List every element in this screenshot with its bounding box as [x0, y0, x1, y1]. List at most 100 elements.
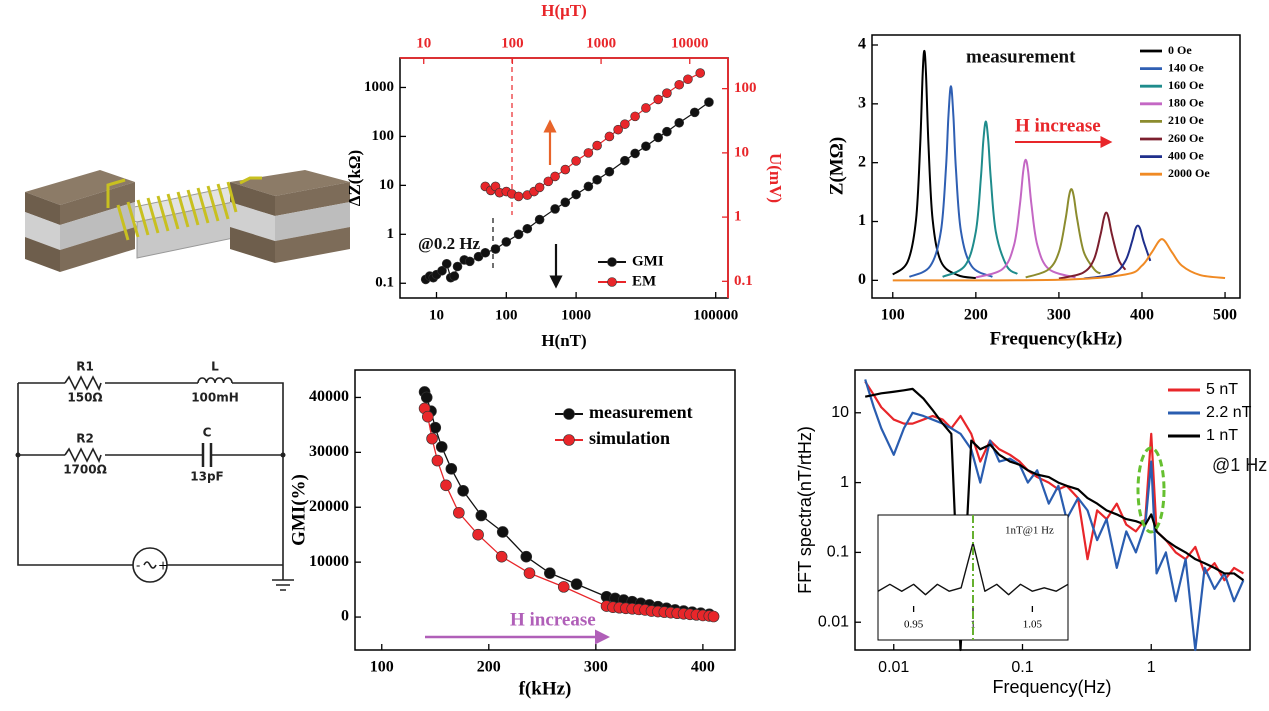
- x-tick-label: 200: [477, 659, 501, 676]
- data-point: [689, 107, 700, 118]
- x-tick-label: 300: [1047, 307, 1071, 324]
- series-line: [864, 379, 1245, 652]
- data-point: [571, 156, 581, 166]
- data-point: [440, 479, 452, 492]
- plot-frame: [871, 34, 1241, 299]
- data-point: [453, 506, 465, 519]
- legend-label: 2.2 nT: [1206, 404, 1252, 421]
- plot-frame: [354, 369, 736, 651]
- data-point: [604, 131, 615, 142]
- data-point: [630, 148, 640, 159]
- node: [280, 452, 286, 458]
- data-point: [431, 454, 444, 467]
- data-point: [534, 182, 545, 193]
- data-point: [544, 567, 556, 579]
- chart-panel: 0.01 0.1 1 0.01 0.1 1 10 Frequency(Hz) FFT spect…: [795, 369, 1267, 697]
- highlight-ellipse: [1136, 446, 1166, 534]
- data-point: [543, 176, 554, 187]
- y-tick-label: 0.01: [818, 613, 849, 630]
- data-point: [641, 141, 651, 152]
- data-point: [620, 119, 630, 129]
- ground: [272, 579, 294, 591]
- y-tick-label: 1: [858, 212, 866, 229]
- legend-label: 0 Oe: [1168, 43, 1192, 57]
- data-point: [426, 432, 438, 445]
- ac-symbol: [143, 561, 157, 569]
- x-tick-label: 0.1: [1011, 659, 1033, 676]
- annotation: measurement: [966, 46, 1076, 67]
- legend-marker: [563, 434, 575, 446]
- x2-axis-label: H(μT): [541, 1, 587, 20]
- legend-label: 210 Oe: [1168, 113, 1204, 127]
- data-point: [550, 171, 560, 182]
- y-tick-label: 4: [858, 36, 866, 53]
- data-point: [435, 441, 448, 453]
- x-tick-label: 500: [1213, 307, 1237, 324]
- pad-top: [230, 170, 350, 196]
- y-tick-label: 3: [858, 95, 866, 112]
- x-axis-label: Frequency(Hz): [992, 677, 1111, 697]
- x-tick-label: 100: [495, 307, 518, 323]
- data-point: [445, 463, 458, 475]
- data-point: [630, 111, 640, 122]
- data-point: [501, 237, 512, 247]
- data-point: [523, 567, 536, 579]
- data-point: [520, 550, 533, 563]
- annotation: @1 Hz: [1212, 455, 1267, 475]
- data-point: [557, 581, 570, 593]
- legend-label: measurement: [589, 402, 693, 422]
- legend-label: EM: [632, 273, 656, 289]
- annotation: 1nT@1 Hz: [1005, 525, 1054, 537]
- x-tick-label: 100000: [693, 307, 738, 323]
- y-tick-label: 100: [372, 128, 395, 144]
- capacitor: [201, 443, 213, 467]
- legend-label: 140 Oe: [1168, 60, 1204, 74]
- y-tick-label: 10: [379, 177, 394, 193]
- pad-front: [275, 227, 350, 263]
- data-point: [496, 526, 509, 538]
- pad-side: [25, 212, 60, 250]
- y-axis-label: Z(MΩ): [826, 137, 847, 195]
- data-point: [707, 610, 720, 623]
- circuit-labels: R1 150Ω L 100mH R2 1700Ω C 13pF: [63, 360, 239, 484]
- data-point: [653, 132, 663, 143]
- y2-tick-label: 100: [734, 80, 757, 96]
- data-point: [704, 97, 714, 108]
- series-line: [892, 49, 976, 279]
- data-point: [513, 191, 524, 202]
- data-point: [449, 271, 460, 281]
- chart-panel: 10 100 1000 100000 0.1 1 10 100 1000 0.1 1 10 100 10 1…: [345, 1, 785, 350]
- component-value: 100mH: [191, 391, 239, 405]
- legend-label: 180 Oe: [1168, 96, 1204, 110]
- data-point: [421, 410, 434, 423]
- x-tick-label: 1: [1147, 659, 1156, 676]
- x2-tick-label: 10: [416, 35, 431, 51]
- data-point: [662, 126, 672, 137]
- legend-label: 400 Oe: [1168, 148, 1204, 162]
- data-point: [653, 94, 663, 105]
- series-line: [1083, 224, 1152, 280]
- y2-tick-label: 1: [734, 209, 742, 225]
- data-point: [560, 164, 571, 175]
- x2-tick-label: 10000: [671, 35, 709, 51]
- component-name: R1: [76, 360, 94, 374]
- legend-label: 260 Oe: [1168, 131, 1204, 145]
- legend-label: 5 nT: [1206, 381, 1238, 398]
- series-line: [423, 391, 710, 615]
- component-value: 1700Ω: [63, 463, 107, 477]
- chart-panel: 100 200 300 400 0 10000 20000 30000 40000 f(kHz) G…: [288, 369, 736, 699]
- data-point: [457, 484, 469, 497]
- y-axis-label: ΔZ(kΩ): [345, 150, 364, 206]
- legend-label: 1 nT: [1206, 427, 1238, 444]
- data-point: [475, 509, 488, 522]
- pad-front: [275, 182, 350, 216]
- y-tick-label: 20000: [309, 498, 349, 515]
- y-tick-label: 10: [831, 404, 849, 421]
- x-axis-label: Frequency(kHz): [990, 328, 1123, 349]
- pad-front: [60, 227, 135, 272]
- data-point: [490, 244, 501, 254]
- x-axis-label: H(nT): [541, 331, 586, 350]
- legend-label: 160 Oe: [1168, 78, 1204, 92]
- y-tick-label: 10000: [309, 553, 349, 570]
